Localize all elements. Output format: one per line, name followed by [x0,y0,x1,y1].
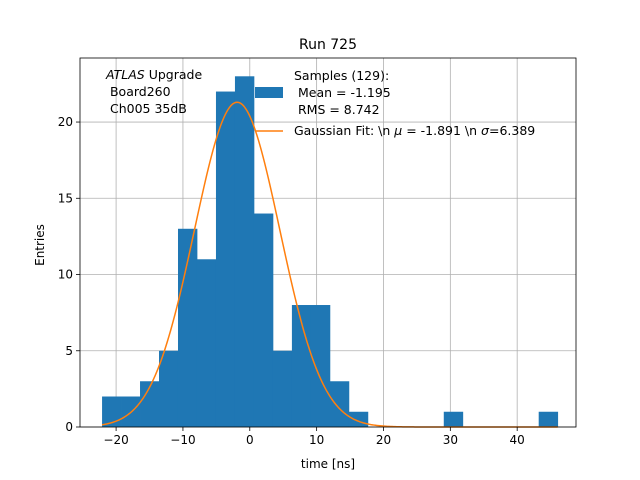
y-axis-label: Entries [33,224,47,266]
x-tick-label: 10 [309,433,324,447]
histogram-bar [215,91,236,427]
histogram-bar [102,396,122,427]
y-tick-label: 5 [65,344,73,358]
histogram-bar [538,411,559,427]
histogram-bar [196,259,217,427]
legend-fit-mu: μ [393,123,402,138]
annotation-line-1: ATLAS Upgrade [105,67,202,82]
histogram-bars [102,76,559,428]
y-tick-label: 20 [58,115,73,129]
upgrade-label: Upgrade [145,67,203,82]
legend-fit-label: Gaussian Fit: \n μ = -1.891 \n σ=6.389 [294,123,535,138]
legend-fit-sigma: σ [481,123,490,138]
plot-frame [79,57,577,428]
legend-histogram-line-2: Mean = -1.195 [294,85,391,100]
legend: Samples (129): Mean = -1.195 RMS = 8.742… [255,68,535,138]
atlas-annotation: ATLAS Upgrade Board260 Ch005 35dB [105,67,202,116]
histogram-bar [291,305,312,427]
legend-fit-part-3: =6.389 [489,123,535,138]
y-axis-ticks: 0 5 10 15 20 [58,115,80,434]
x-tick-label: 0 [246,433,254,447]
x-tick-label: −10 [170,433,195,447]
x-tick-label: −20 [103,433,128,447]
x-tick-label: 20 [376,433,391,447]
histogram-bar [272,350,293,427]
histogram-bar [159,350,179,427]
histogram-bar [443,411,464,427]
legend-fit-part-2: = -1.891 \n [402,123,481,138]
histogram-bar [234,76,255,428]
annotation-line-3: Ch005 35dB [106,101,187,116]
x-axis-ticks: −20 −10 0 10 20 30 40 [103,427,525,447]
legend-histogram-line-1: Samples (129): [294,68,389,83]
y-tick-label: 10 [58,268,73,282]
histogram-bar [310,305,331,427]
histogram-bar [253,213,274,427]
histogram-bar [348,411,369,427]
chart-title: Run 725 [299,37,357,53]
x-axis-label: time [ns] [301,457,355,471]
legend-fit-part-1: Gaussian Fit: \n [294,123,394,138]
x-tick-label: 40 [510,433,525,447]
histogram-bar [177,228,198,427]
y-tick-label: 15 [58,191,73,205]
x-tick-label: 30 [443,433,458,447]
histogram-bar [140,381,160,427]
legend-histogram-line-3: RMS = 8.742 [294,102,380,117]
atlas-label: ATLAS [105,67,145,82]
y-tick-label: 0 [65,420,73,434]
histogram-bar [329,381,350,427]
annotation-line-2: Board260 [106,84,171,99]
legend-histogram-swatch [255,87,283,98]
